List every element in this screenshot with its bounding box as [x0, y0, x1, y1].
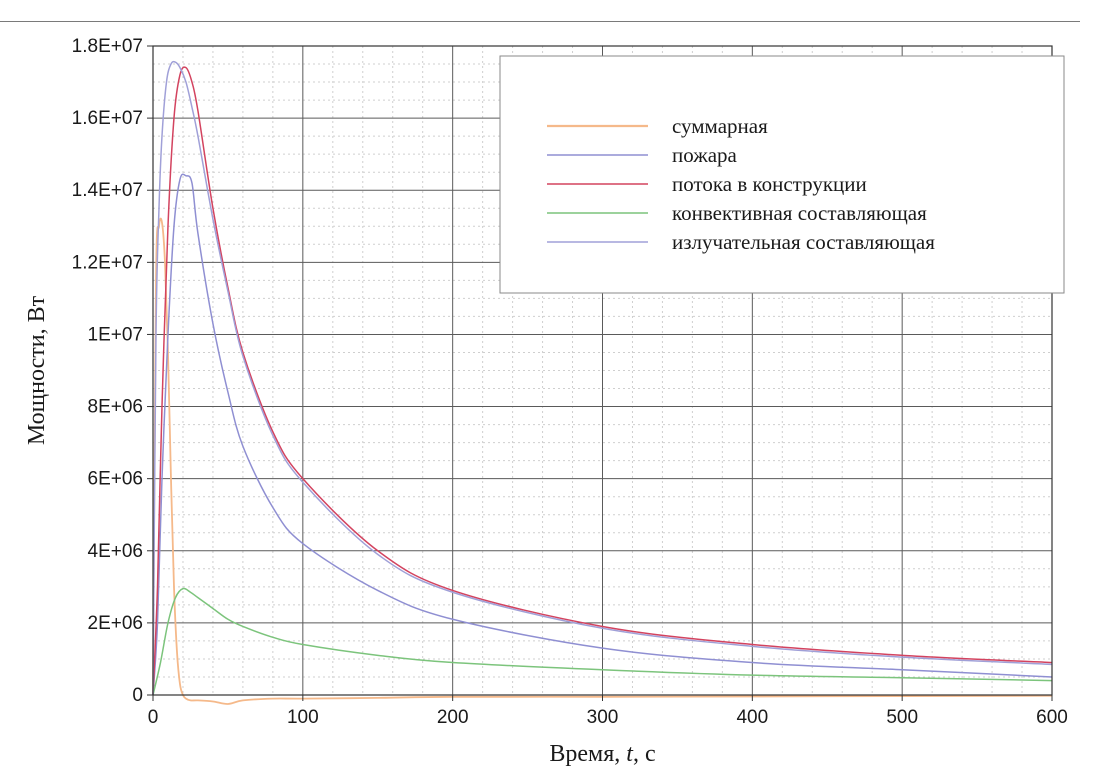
y-tick-label: 1E+07 — [88, 324, 143, 345]
top-rule — [0, 21, 1080, 22]
y-tick-label: 0 — [132, 685, 143, 706]
y-tick-label: 1.8E+07 — [72, 36, 143, 57]
x-tick-label: 600 — [1036, 707, 1068, 728]
x-tick-label: 300 — [587, 707, 619, 728]
y-tick-label: 8E+06 — [88, 397, 143, 418]
y-axis-title: Мощности, Вт — [24, 295, 50, 445]
y-tick-label: 1.6E+07 — [72, 108, 143, 129]
x-axis-title: Время, t, с — [549, 741, 655, 767]
legend-label-2: пожара — [672, 143, 738, 167]
series-line-1 — [152, 217, 1053, 705]
series-line-3 — [152, 66, 1053, 696]
legend-label-3: потока в конструкции — [672, 172, 867, 196]
x-tick-label: 500 — [886, 707, 918, 728]
x-tick-label: 100 — [287, 707, 319, 728]
legend-label-4: конвективная составляющая — [672, 201, 927, 225]
series-line-4 — [152, 587, 1053, 696]
series-lines — [152, 60, 1053, 705]
y-tick-label: 2E+06 — [88, 613, 143, 634]
y-tick-label: 1.2E+07 — [72, 252, 143, 273]
series-line-5 — [152, 60, 1053, 696]
y-tick-label: 6E+06 — [88, 469, 143, 490]
legend-box — [499, 55, 1065, 294]
x-tick-label: 400 — [736, 707, 768, 728]
series-line-2 — [152, 173, 1053, 696]
legend-label-5: излучательная составляющая — [672, 230, 935, 254]
ticks: 0 100 200 300 400 500 600 0 2E+06 4E+06 6E+06 8E+06… — [72, 36, 1068, 728]
y-tick-label: 1.4E+07 — [72, 180, 143, 201]
x-tick-label: 0 — [148, 707, 159, 728]
x-tick-label: 200 — [437, 707, 469, 728]
y-tick-label: 4E+06 — [88, 541, 143, 562]
legend: суммарная пожара потока в конструкции конве… — [499, 55, 1065, 294]
legend-label-1: суммарная — [672, 114, 768, 138]
